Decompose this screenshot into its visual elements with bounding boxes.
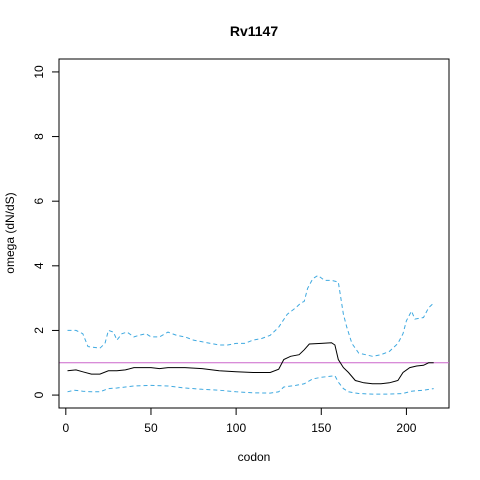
y-tick-label: 2 [32, 327, 46, 334]
series-estimate-line [67, 342, 434, 385]
y-tick-label: 0 [32, 391, 46, 398]
y-axis: 0 2 4 6 8 10 [32, 65, 60, 398]
y-tick-label: 6 [32, 198, 46, 205]
x-axis-label: codon [238, 450, 271, 464]
y-axis-label: omega (dN/dS) [3, 192, 17, 273]
x-tick-label: 50 [144, 421, 158, 435]
plot-frame [58, 58, 450, 409]
y-tick-label: 10 [32, 65, 46, 79]
series-upper-line [67, 274, 435, 357]
x-tick-label: 0 [62, 421, 69, 435]
chart-title: Rv1147 [230, 23, 278, 39]
x-tick-label: 200 [396, 421, 416, 435]
series-layer [67, 274, 435, 395]
y-tick-label: 4 [32, 262, 46, 269]
x-tick-label: 150 [311, 421, 331, 435]
y-tick-label: 8 [32, 133, 46, 140]
x-tick-label: 100 [226, 421, 246, 435]
x-axis: 0 50 100 150 200 [62, 407, 417, 435]
series-lower-line [67, 375, 434, 395]
